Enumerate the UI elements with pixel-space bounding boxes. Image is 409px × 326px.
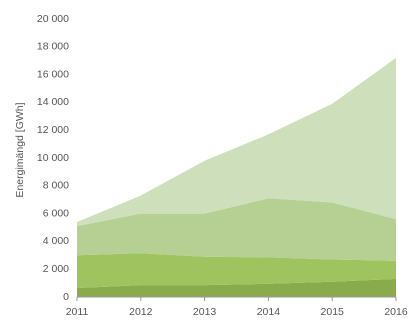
y-tick-label: 18 000 — [37, 41, 69, 53]
y-axis-label: Energimängd [GWh] — [14, 102, 26, 197]
y-tick-label: 2 000 — [43, 263, 69, 275]
y-tick-label: 20 000 — [37, 13, 69, 25]
x-tick-label: 2015 — [321, 306, 345, 318]
y-tick-label: 0 — [63, 291, 69, 303]
y-tick-label: 12 000 — [37, 124, 69, 136]
area — [77, 278, 396, 297]
area — [77, 198, 396, 261]
x-tick-label: 2012 — [129, 306, 153, 318]
y-tick-label: 6 000 — [43, 207, 69, 219]
x-tick-label: 2011 — [66, 306, 89, 318]
y-tick-label: 16 000 — [37, 68, 69, 80]
x-tick-label: 2013 — [193, 306, 217, 318]
y-tick-label: 14 000 — [37, 96, 69, 108]
area — [77, 57, 396, 227]
area — [77, 253, 396, 288]
y-tick-label: 4 000 — [43, 235, 69, 247]
y-tick-label: 8 000 — [43, 180, 69, 192]
y-tick-label: 10 000 — [37, 152, 69, 164]
x-tick-label: 2014 — [257, 306, 281, 318]
x-tick-label: 2016 — [384, 306, 408, 318]
